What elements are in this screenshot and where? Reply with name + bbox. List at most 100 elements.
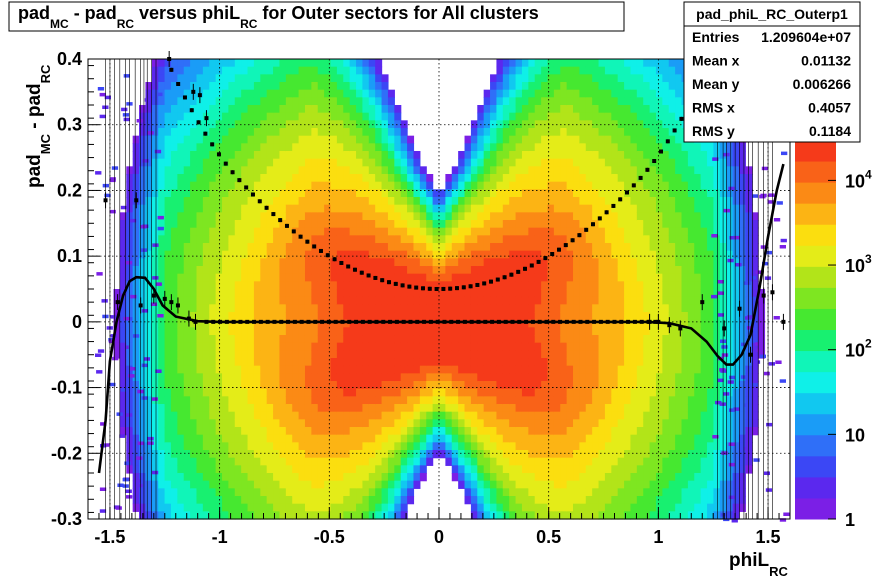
heat-cell (534, 120, 542, 129)
heat-cell (624, 473, 632, 482)
heat-cell (343, 319, 351, 328)
heat-cell (247, 258, 255, 267)
heat-cell (170, 59, 178, 68)
heat-cell (675, 442, 683, 451)
heat-cell (215, 289, 223, 298)
heat-cell (464, 342, 472, 351)
heat-cell (394, 427, 402, 436)
heat-cell (253, 250, 261, 259)
heat-cell (362, 488, 370, 497)
heat-cell (139, 358, 147, 367)
heat-cell (356, 143, 364, 152)
heat-cell (330, 181, 338, 190)
heat-cell (509, 404, 517, 413)
heat-cell (630, 128, 638, 137)
heat-cell (630, 496, 638, 505)
heat-cell (630, 488, 638, 497)
heat-cell (649, 365, 657, 374)
heat-cell (662, 66, 670, 75)
heat-cell (579, 335, 587, 344)
heat-cell (502, 488, 510, 497)
heat-cell (579, 365, 587, 374)
heat-cell (356, 342, 364, 351)
heat-cell (279, 419, 287, 428)
heat-cell (222, 273, 229, 282)
heat-cell (292, 304, 300, 313)
heat-cell (528, 158, 536, 167)
heat-cell (311, 74, 319, 83)
heat-cell (496, 181, 504, 190)
heat-cell (349, 503, 357, 512)
heat-cell (573, 143, 580, 152)
heat-cell (139, 135, 147, 144)
heat-cell (579, 373, 587, 382)
heat-cell (534, 335, 542, 344)
heat-cell (585, 204, 593, 213)
heat-cell (553, 304, 561, 313)
heat-cell (145, 442, 153, 451)
heat-cell (241, 227, 249, 236)
heat-cell (202, 335, 210, 344)
heat-cell (470, 511, 478, 520)
heat-cell (311, 503, 319, 512)
heat-cell (662, 235, 670, 244)
heat-cell (336, 181, 344, 190)
heat-cell (196, 411, 204, 420)
heat-cell (183, 480, 191, 489)
heat-cell (451, 227, 459, 236)
heat-cell (349, 105, 357, 114)
heat-cell (547, 273, 555, 282)
heat-cell (304, 151, 312, 160)
heat-cell (260, 281, 268, 290)
heat-cell (483, 465, 491, 474)
heat-cell (483, 89, 491, 98)
heat-cell (356, 74, 364, 83)
heat-cell (464, 427, 472, 436)
heat-cell (419, 174, 427, 183)
heat-cell (407, 496, 415, 505)
heat-cell (541, 350, 549, 359)
heat-cell (585, 105, 593, 114)
heat-cell (304, 373, 312, 382)
heat-cell (630, 327, 638, 336)
heat-cell (190, 404, 198, 413)
heat-cell (209, 220, 217, 229)
heat-cell (228, 388, 236, 397)
heat-cell (292, 427, 300, 436)
heat-cell (183, 66, 191, 75)
heat-cell (356, 220, 364, 229)
heat-cell (394, 350, 402, 359)
heat-cell (490, 273, 498, 282)
heat-cell (196, 120, 204, 129)
heat-cell (375, 281, 383, 290)
heat-cell (164, 181, 172, 190)
heat-cell (611, 358, 619, 367)
heat-cell (324, 457, 332, 466)
heat-cell (643, 465, 651, 474)
heat-cell (579, 457, 587, 466)
heat-cell (509, 442, 517, 451)
heat-cell (273, 396, 281, 405)
heat-cell (394, 457, 402, 466)
heat-cell (304, 342, 312, 351)
heat-cell (649, 181, 657, 190)
heat-cell (228, 158, 236, 167)
heat-cell (407, 419, 415, 428)
heat-cell (170, 166, 178, 175)
heat-cell (675, 273, 683, 282)
heat-cell (509, 204, 517, 213)
heat-cell (145, 373, 153, 382)
heat-cell (496, 281, 504, 290)
heat-cell (304, 181, 312, 190)
heat-cell (528, 212, 536, 221)
heat-cell (470, 181, 478, 190)
heat-cell (381, 135, 389, 144)
heat-cell (655, 120, 663, 129)
heat-cell (604, 166, 612, 175)
heat-cell (292, 235, 300, 244)
heat-cell (260, 189, 268, 198)
heat-cell (458, 158, 466, 167)
heat-cell (566, 442, 574, 451)
heat-cell (190, 235, 198, 244)
heat-cell (234, 59, 242, 68)
